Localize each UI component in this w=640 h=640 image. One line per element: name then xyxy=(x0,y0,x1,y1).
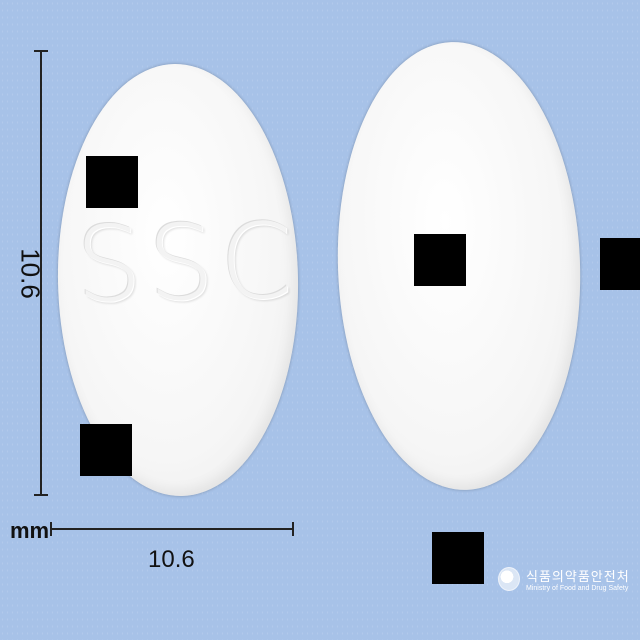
watermark-logo: 식품의약품안전처 Ministry of Food and Drug Safet… xyxy=(498,566,630,592)
watermark-english-text: Ministry of Food and Drug Safety xyxy=(526,585,629,592)
watermark-korean-text: 식품의약품안전처 xyxy=(526,569,630,584)
height-dimension-tick-top xyxy=(34,50,48,52)
width-value-label: 10.6 xyxy=(148,546,195,573)
tablet-imprint: SSC xyxy=(74,199,300,326)
redaction-box xyxy=(414,234,466,286)
mfds-logo-icon xyxy=(498,567,520,591)
height-dimension-line xyxy=(40,50,42,496)
width-dimension-tick-left xyxy=(50,522,52,536)
height-dimension-tick-bottom xyxy=(34,494,48,496)
width-dimension-tick-right xyxy=(292,522,294,536)
redaction-box xyxy=(600,238,640,290)
redaction-box xyxy=(432,532,484,584)
redaction-box xyxy=(86,156,138,208)
unit-label: mm xyxy=(10,518,50,543)
width-dimension-line xyxy=(50,528,294,530)
height-value-label: 10.6 xyxy=(15,248,46,299)
redaction-box xyxy=(80,424,132,476)
